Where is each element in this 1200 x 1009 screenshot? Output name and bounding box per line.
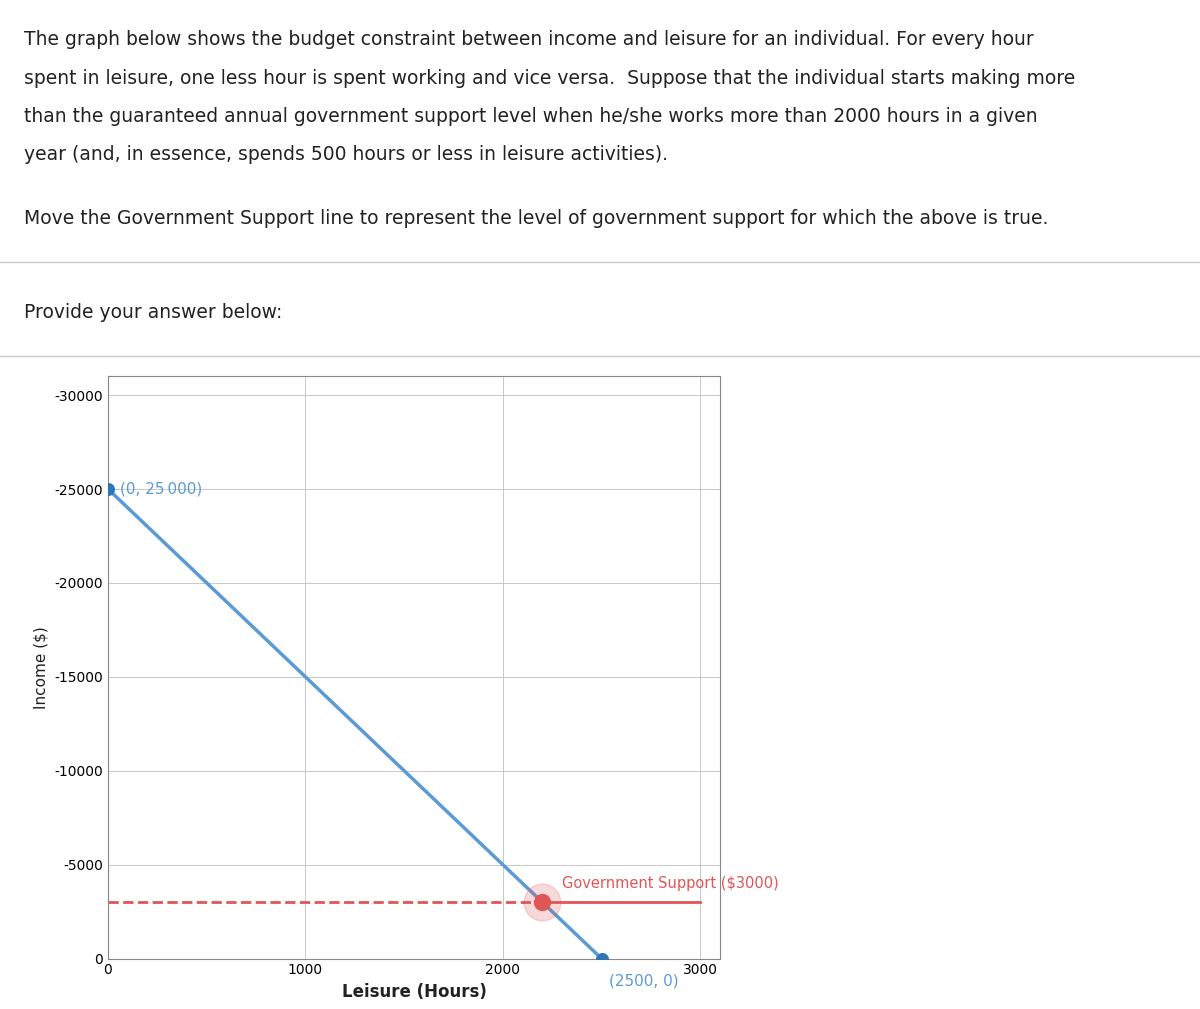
- X-axis label: Leisure (Hours): Leisure (Hours): [342, 983, 486, 1001]
- Text: than the guaranteed annual government support level when he/she works more than : than the guaranteed annual government su…: [24, 107, 1038, 126]
- Y-axis label: Income ($): Income ($): [34, 626, 49, 709]
- Text: spent in leisure, one less hour is spent working and vice versa.  Suppose that t: spent in leisure, one less hour is spent…: [24, 69, 1075, 88]
- Text: Government Support ($3000): Government Support ($3000): [562, 876, 779, 891]
- Point: [533, 894, 552, 910]
- Text: year (and, in essence, spends 500 hours or less in leisure activities).: year (and, in essence, spends 500 hours …: [24, 145, 668, 164]
- Text: The graph below shows the budget constraint between income and leisure for an in: The graph below shows the budget constra…: [24, 30, 1033, 49]
- Text: Move the Government Support line to represent the level of government support fo: Move the Government Support line to repr…: [24, 209, 1049, 228]
- Text: (0, 25 000): (0, 25 000): [120, 481, 202, 496]
- Point: [98, 481, 118, 497]
- Point: [533, 894, 552, 910]
- Text: Provide your answer below:: Provide your answer below:: [24, 303, 282, 322]
- Text: (2500, 0): (2500, 0): [610, 974, 679, 989]
- Point: [592, 950, 611, 967]
